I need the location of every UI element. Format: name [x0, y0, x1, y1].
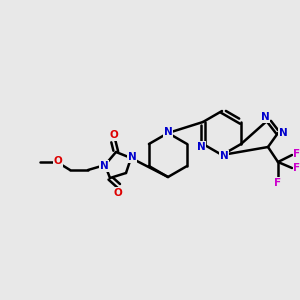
Text: N: N: [100, 161, 108, 171]
Text: N: N: [196, 142, 205, 152]
Text: F: F: [274, 178, 282, 188]
Text: F: F: [293, 149, 300, 159]
Text: F: F: [293, 163, 300, 173]
Text: O: O: [54, 156, 62, 166]
Text: N: N: [164, 127, 172, 137]
Text: N: N: [279, 128, 287, 138]
Text: N: N: [128, 152, 136, 162]
Text: O: O: [110, 130, 118, 140]
Text: O: O: [114, 188, 122, 198]
Text: N: N: [261, 112, 269, 122]
Text: N: N: [220, 151, 228, 161]
